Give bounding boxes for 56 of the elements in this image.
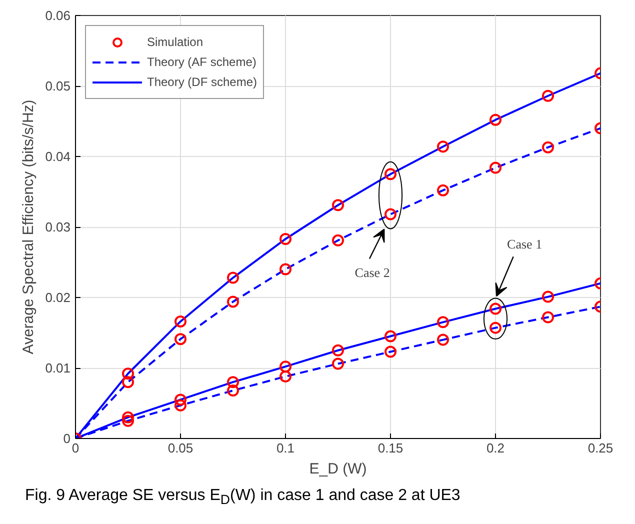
y-tick-label: 0.03 [45,220,71,234]
point [227,272,239,284]
point [490,114,502,126]
point [227,296,239,308]
y-tick-label: 0.04 [45,149,71,164]
legend-label: Theory (DF scheme) [147,75,258,89]
point [384,330,396,342]
point [490,322,502,334]
point [332,234,344,246]
point [437,334,449,346]
point [332,344,344,356]
y-tick-label: 0.05 [45,78,71,94]
point [174,315,186,328]
point [542,290,554,303]
point [174,333,186,346]
caption: Fig. 9 Average SE versus E$_{D}$(W) in case 1 and case 2 at UE3 [25,486,460,510]
point [122,376,134,388]
point [384,208,396,220]
point [490,302,502,315]
point [122,414,134,427]
legend-label: Simulation [147,35,204,49]
point [280,232,292,245]
point [227,376,239,388]
point [542,90,554,102]
point [332,199,344,212]
point [280,263,292,276]
point [227,384,239,397]
annotation: Case 2 [354,264,390,280]
point [332,358,344,370]
x-tick-label: 0.05 [168,440,194,456]
x-tick-label: 0.15 [378,440,404,456]
point [542,311,554,324]
legend-label: Theory (AF scheme) [147,55,256,69]
point [280,360,292,373]
point [437,184,449,196]
point [122,368,134,380]
point [542,141,554,154]
point [437,140,449,153]
point [174,399,186,412]
x-tick-label: 0.1 [276,440,295,456]
y-tick-label: 0 [63,431,71,446]
y-tick-label: 0.02 [45,290,71,305]
point [174,394,186,406]
point [122,411,134,424]
x-tick-label: 0.25 [588,440,614,456]
y-tick-label: 0.01 [45,360,71,376]
point [384,346,396,358]
x-tick-label: 0.2 [486,440,505,456]
y-axis-title: Average Spectral Efficiency (bits/s/Hz) [20,100,38,354]
annotation: Case 1 [507,236,542,252]
y-tick-label: 0.06 [45,8,71,23]
point [280,370,292,382]
x-axis-title: E_D (W) [309,460,367,478]
point [437,316,449,328]
point [384,168,396,180]
point [490,162,502,174]
